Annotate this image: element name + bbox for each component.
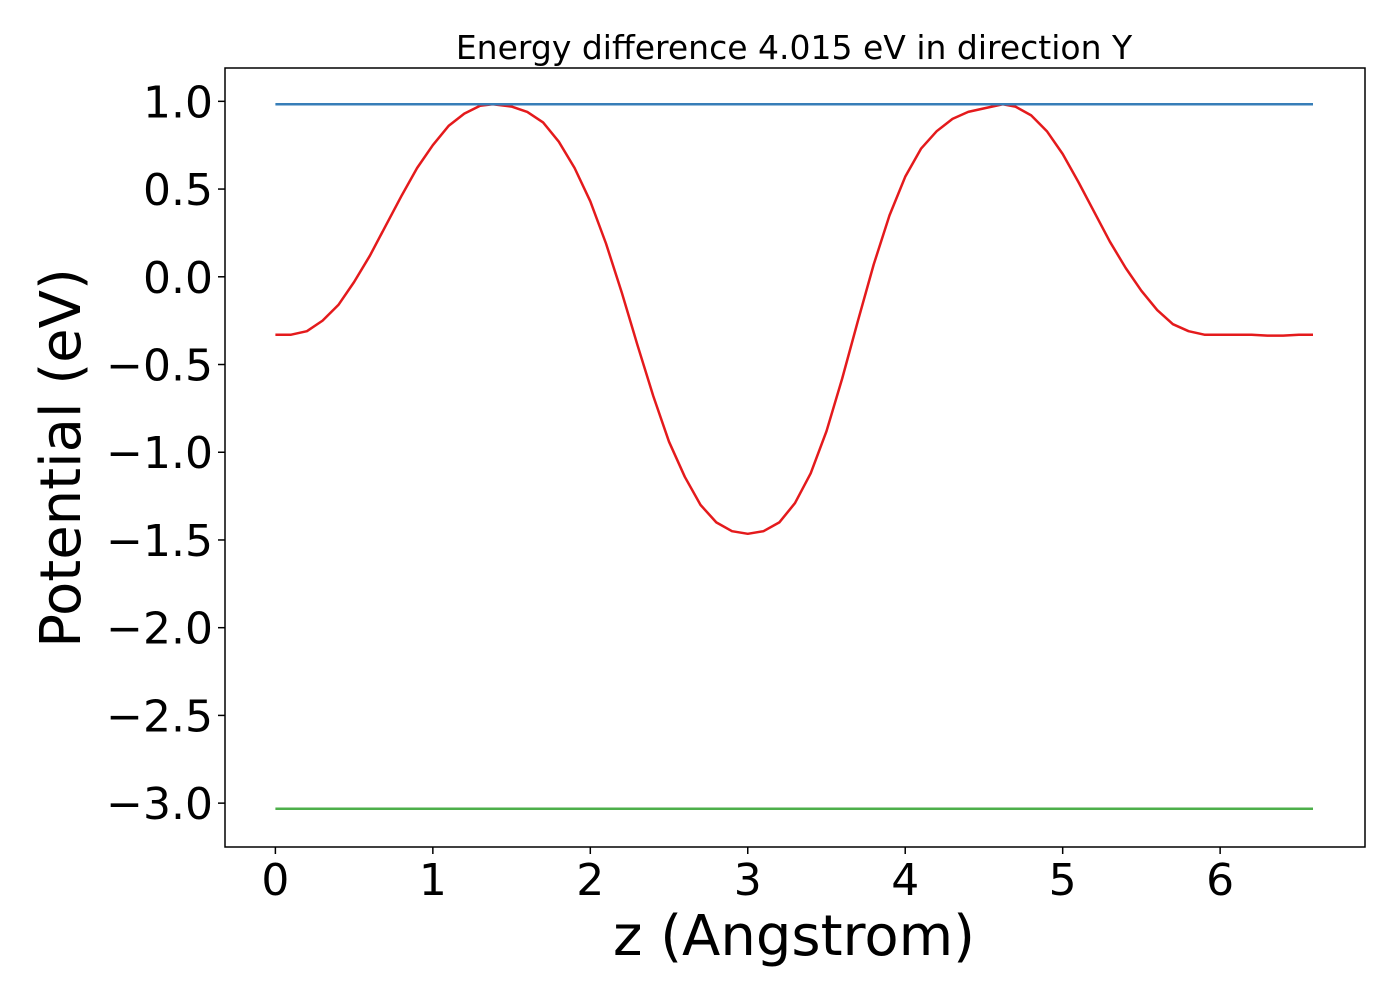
x-tick-label: 6 [1206, 855, 1234, 906]
y-tick-label: −2.0 [106, 604, 213, 655]
y-tick-label: 1.0 [143, 77, 213, 128]
y-tick-label: 0.0 [143, 253, 213, 304]
y-tick-label: 0.5 [143, 165, 213, 216]
x-axis: 0 1 2 3 4 5 6 [261, 847, 1234, 906]
x-tick-label: 5 [1049, 855, 1077, 906]
series-layer [275, 103, 1313, 811]
series-line-0 [275, 103, 1313, 536]
y-tick-label: −3.0 [106, 779, 213, 830]
plot-frame [224, 67, 1366, 848]
y-axis: 1.0 0.5 0.0 −0.5 −1.0 −1.5 −2.0 −2.5 −3.0 [106, 77, 225, 830]
x-tick-label: 0 [261, 855, 289, 906]
y-tick-label: −0.5 [106, 341, 213, 392]
x-tick-label: 2 [576, 855, 604, 906]
x-tick-label: 3 [734, 855, 762, 906]
chart-title: Energy difference 4.015 eV in direction … [456, 28, 1133, 67]
y-tick-label: −2.5 [106, 691, 213, 742]
x-tick-label: 1 [419, 855, 447, 906]
y-tick-label: −1.5 [106, 516, 213, 567]
y-tick-label: −1.0 [106, 428, 213, 479]
x-axis-label: z (Angstrom) [613, 904, 975, 969]
y-axis-label: Potential (eV) [29, 268, 94, 648]
x-tick-label: 4 [891, 855, 919, 906]
